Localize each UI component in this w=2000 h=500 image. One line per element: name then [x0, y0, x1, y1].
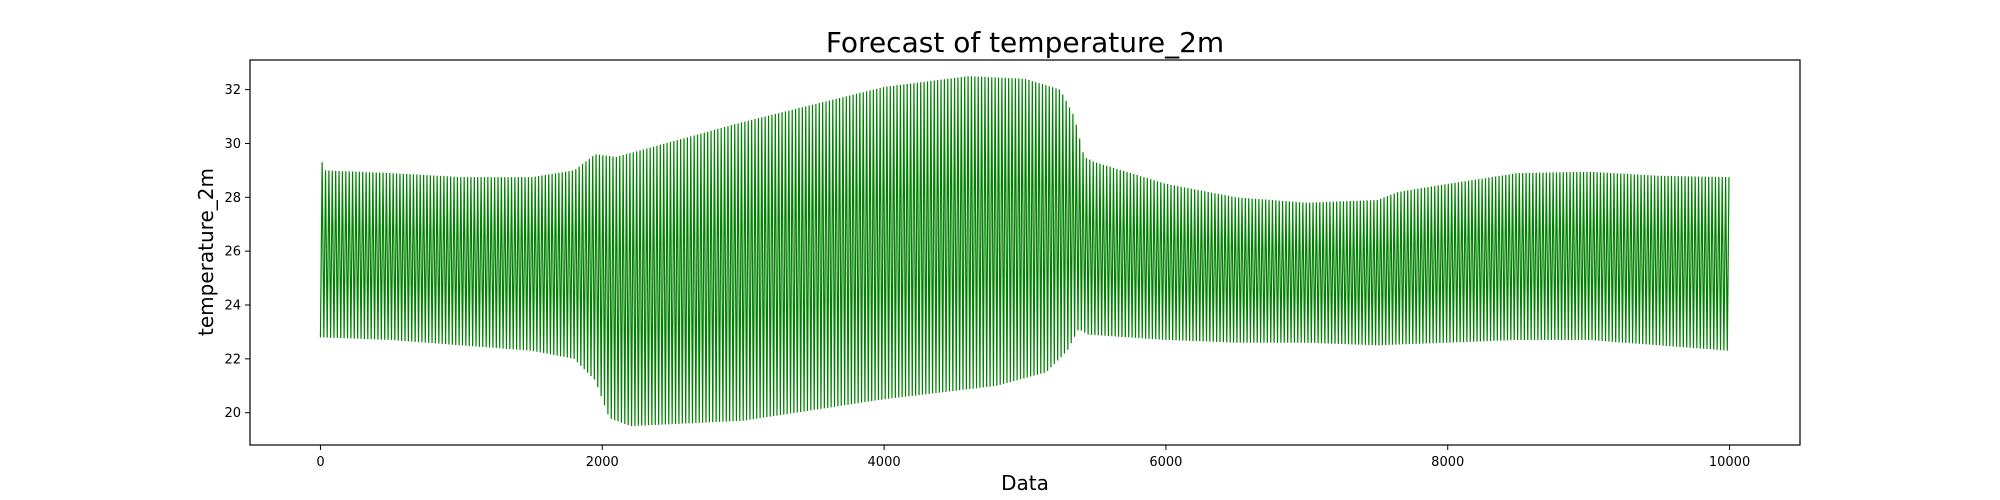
y-tick-label: 22 [224, 352, 241, 367]
y-axis-title: temperature_2m [194, 168, 218, 336]
y-tick-label: 30 [224, 137, 241, 152]
x-tick-label: 0 [316, 455, 324, 470]
x-axis-title: Data [1001, 471, 1049, 495]
x-tick-label: 2000 [586, 455, 619, 470]
x-axis: 0 2000 4000 6000 8000 10000 [316, 445, 1750, 470]
chart-title: Forecast of temperature_2m [826, 26, 1224, 59]
y-axis: 20 22 24 26 28 30 32 [224, 83, 250, 421]
series-line [319, 76, 1730, 427]
y-tick-label: 28 [224, 191, 241, 206]
x-tick-label: 10000 [1709, 455, 1750, 470]
plot-area [319, 76, 1730, 427]
x-tick-label: 6000 [1149, 455, 1182, 470]
x-tick-label: 4000 [868, 455, 901, 470]
y-tick-label: 24 [224, 299, 241, 314]
axes-frame [249, 59, 1801, 446]
y-tick-label: 32 [224, 83, 241, 98]
y-tick-label: 26 [224, 245, 241, 260]
x-tick-label: 8000 [1431, 455, 1464, 470]
y-tick-label: 20 [224, 406, 241, 421]
